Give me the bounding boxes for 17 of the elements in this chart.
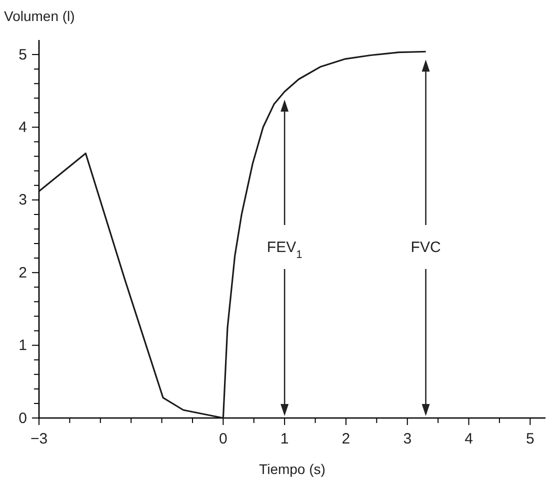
x-tick-label: 2 bbox=[342, 430, 350, 448]
y-tick-label: 5 bbox=[18, 46, 27, 64]
y-tick-label: 4 bbox=[18, 119, 27, 136]
y-tick-label: 3 bbox=[18, 192, 27, 209]
x-tick-label: −3 bbox=[30, 430, 48, 448]
x-axis-title: Tiempo (s) bbox=[259, 461, 326, 477]
y-axis-title: Volumen (l) bbox=[4, 8, 75, 24]
x-tick-label: 5 bbox=[526, 430, 534, 448]
x-tick-label: 1 bbox=[280, 430, 289, 448]
ref-line-label: FEV$_{1}$ bbox=[266, 239, 302, 261]
x-tick-label: 3 bbox=[403, 430, 412, 448]
ref-line-label: FVC bbox=[410, 239, 441, 256]
y-tick-label: 1 bbox=[18, 337, 27, 354]
y-tick-label: 0 bbox=[18, 410, 27, 427]
x-tick-label: 4 bbox=[464, 430, 473, 448]
y-tick-label: 2 bbox=[18, 264, 27, 282]
x-tick-label: 0 bbox=[219, 430, 228, 448]
